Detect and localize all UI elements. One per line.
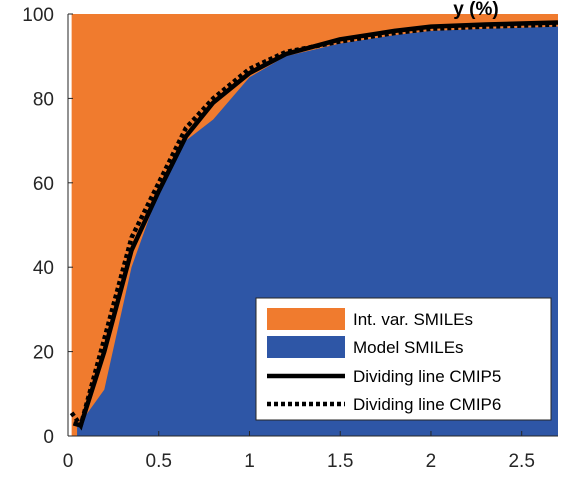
y-tick-label: 60 xyxy=(33,174,54,195)
line-cmip5 xyxy=(72,20,558,428)
y-tick-label: 20 xyxy=(33,343,54,364)
legend-label-cmip6: Dividing line CMIP6 xyxy=(353,395,501,414)
legend: Int. var. SMILEs Model SMILEs Dividing l… xyxy=(255,297,552,421)
y-tick-label: 40 xyxy=(33,258,54,279)
legend-swatch-model xyxy=(267,336,345,358)
y-ticks: 0 20 40 60 80 100 xyxy=(22,5,73,448)
x-tick-label: 2.5 xyxy=(508,451,534,472)
legend-label-cmip5: Dividing line CMIP5 xyxy=(353,367,501,386)
x-tick-label: 1.5 xyxy=(327,451,353,472)
legend-label-model: Model SMILEs xyxy=(353,338,464,357)
x-tick-label: 0 xyxy=(63,451,74,472)
axes xyxy=(67,14,558,437)
x-tick-label: 1 xyxy=(244,451,255,472)
legend-swatch-int-var xyxy=(267,308,345,330)
chart-title: y (%) xyxy=(453,0,498,20)
line-layer xyxy=(69,20,558,431)
y-tick-label: 100 xyxy=(22,5,54,26)
y-tick-label: 0 xyxy=(43,427,54,448)
x-tick-label: 0.5 xyxy=(146,451,172,472)
y-tick-label: 80 xyxy=(33,89,54,110)
legend-label-int-var: Int. var. SMILEs xyxy=(353,310,473,329)
x-tick-label: 2 xyxy=(426,451,437,472)
line-cmip6 xyxy=(69,22,558,431)
x-ticks: 0 0.5 1 1.5 2 2.5 xyxy=(63,431,535,472)
